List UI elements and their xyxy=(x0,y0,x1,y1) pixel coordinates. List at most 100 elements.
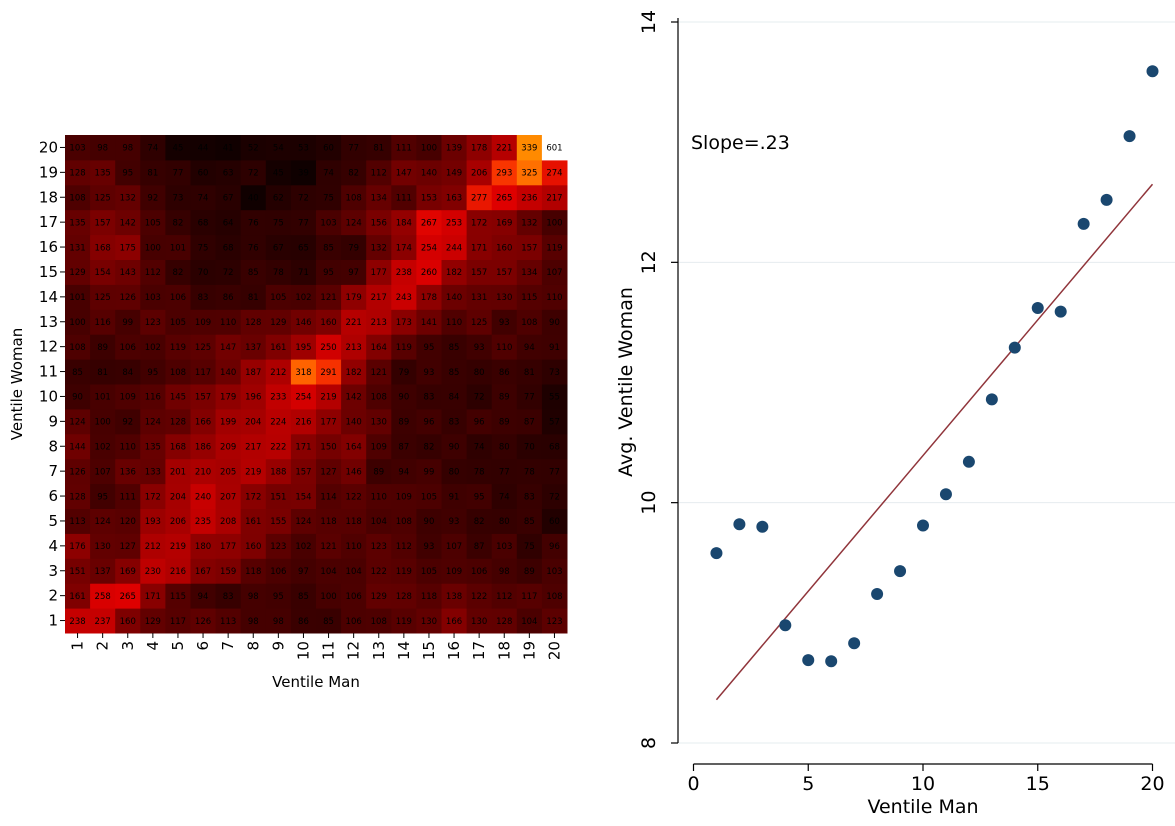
heatmap-cell xyxy=(516,135,543,161)
heatmap-cell-label: 81 xyxy=(373,144,384,154)
heatmap-cell xyxy=(65,309,91,335)
heatmap-cell-label: 101 xyxy=(69,293,85,303)
heatmap-cell xyxy=(90,234,116,260)
heatmap-cell-label: 207 xyxy=(220,492,236,502)
heatmap-cell-label: 156 xyxy=(371,218,387,228)
heatmap-cell-label: 105 xyxy=(421,567,437,577)
heatmap-cell-label: 60 xyxy=(323,144,334,154)
heatmap-cell xyxy=(190,483,217,509)
heatmap-cell-label: 182 xyxy=(446,268,462,278)
heatmap-cell xyxy=(466,209,493,236)
heatmap-cell-label: 86 xyxy=(298,617,309,627)
heatmap-cell xyxy=(366,583,392,609)
heatmap-cell xyxy=(316,259,342,285)
heatmap-cell-label: 129 xyxy=(270,318,286,328)
heatmap-cell xyxy=(491,558,518,584)
heatmap-cell xyxy=(215,184,242,211)
heatmap-cell xyxy=(341,259,367,285)
heatmap-cell xyxy=(215,284,242,310)
heatmap-cell-label: 110 xyxy=(346,542,362,552)
heatmap-cell-label: 145 xyxy=(170,393,186,403)
heatmap-cell-label: 75 xyxy=(198,243,209,253)
heatmap-cell xyxy=(341,159,367,186)
heatmap-cell xyxy=(265,508,292,534)
heatmap-cell-label: 293 xyxy=(496,169,512,179)
heatmap-cell xyxy=(466,508,493,534)
heatmap-cell-label: 219 xyxy=(320,393,336,403)
heatmap-cell xyxy=(491,608,518,634)
heatmap-cell-label: 124 xyxy=(95,517,111,527)
heatmap-cell xyxy=(290,458,317,485)
heatmap-cell xyxy=(290,533,317,559)
heatmap-cell-label: 95 xyxy=(273,592,284,602)
heatmap-cell-label: 240 xyxy=(195,492,211,502)
heatmap-cell xyxy=(90,359,116,385)
heatmap-cell-label: 182 xyxy=(346,368,362,378)
heatmap-cell-label: 118 xyxy=(346,517,362,527)
heatmap-cell-label: 67 xyxy=(273,243,284,253)
heatmap-cell xyxy=(466,583,493,609)
heatmap-cell xyxy=(240,184,267,211)
heatmap-cell xyxy=(541,558,568,584)
heatmap-cell xyxy=(516,334,543,360)
x-tick-label: 6 xyxy=(194,641,212,651)
heatmap-cell xyxy=(466,259,493,285)
heatmap-cell xyxy=(416,334,442,360)
heatmap-cell-label: 68 xyxy=(549,442,560,452)
heatmap-cell-label: 98 xyxy=(273,617,284,627)
heatmap-cell-label: 110 xyxy=(220,318,236,328)
heatmap-cell xyxy=(140,508,166,534)
heatmap-cell xyxy=(341,483,367,509)
heatmap-cell xyxy=(290,184,317,211)
heatmap-cell xyxy=(140,135,166,161)
heatmap-cell xyxy=(491,359,518,385)
heatmap-cell-label: 142 xyxy=(120,218,136,228)
heatmap-cell-label: 123 xyxy=(546,617,562,627)
heatmap-cell-label: 172 xyxy=(471,218,487,228)
heatmap-cell-label: 75 xyxy=(524,542,535,552)
heatmap-cell xyxy=(391,608,417,634)
heatmap-cell-label: 85 xyxy=(449,343,460,353)
x-tick-label: 16 xyxy=(445,641,463,660)
heatmap-cell xyxy=(366,135,392,161)
heatmap-cell xyxy=(215,234,242,260)
heatmap-cell-label: 157 xyxy=(295,467,311,477)
heatmap-cell-label: 102 xyxy=(295,542,311,552)
heatmap-cell-label: 146 xyxy=(346,467,362,477)
heatmap-cell-label: 110 xyxy=(371,492,387,502)
heatmap-cell xyxy=(491,408,518,435)
heatmap-cell-label: 117 xyxy=(521,592,537,602)
x-tick-label: 3 xyxy=(119,641,137,651)
heatmap-cell-label: 116 xyxy=(95,318,111,328)
heatmap-cell-label: 105 xyxy=(145,218,161,228)
heatmap-cell-label: 77 xyxy=(173,169,184,179)
heatmap-cell xyxy=(215,533,242,559)
heatmap-cell xyxy=(366,259,392,285)
y-tick-label: 10 xyxy=(39,387,58,405)
heatmap-cell xyxy=(215,309,242,335)
heatmap-cell-label: 107 xyxy=(95,467,111,477)
heatmap-cell-label: 216 xyxy=(170,567,186,577)
heatmap-cell-label: 81 xyxy=(97,368,108,378)
heatmap-cell xyxy=(416,558,442,584)
heatmap-cell xyxy=(115,234,141,260)
heatmap-cell-label: 99 xyxy=(424,467,435,477)
heatmap-cell xyxy=(65,583,91,609)
heatmap-cell-label: 100 xyxy=(69,318,85,328)
heatmap-cell-label: 81 xyxy=(248,293,259,303)
x-axis-label: Ventile Man xyxy=(867,796,978,818)
heatmap-cell xyxy=(316,359,342,385)
heatmap-cell-label: 132 xyxy=(521,218,537,228)
heatmap-cell xyxy=(466,384,493,410)
y-tick-label: 20 xyxy=(39,138,58,156)
x-tick-label: 2 xyxy=(94,641,112,651)
heatmap-cell xyxy=(466,483,493,509)
heatmap-cell xyxy=(341,458,367,485)
heatmap-cell-label: 93 xyxy=(424,368,435,378)
heatmap-cell xyxy=(240,359,267,385)
heatmap-cell xyxy=(341,184,367,211)
heatmap-cell xyxy=(441,433,468,460)
heatmap-cell-label: 217 xyxy=(245,442,261,452)
heatmap-cell xyxy=(516,458,543,485)
heatmap-cell-label: 92 xyxy=(147,193,158,203)
